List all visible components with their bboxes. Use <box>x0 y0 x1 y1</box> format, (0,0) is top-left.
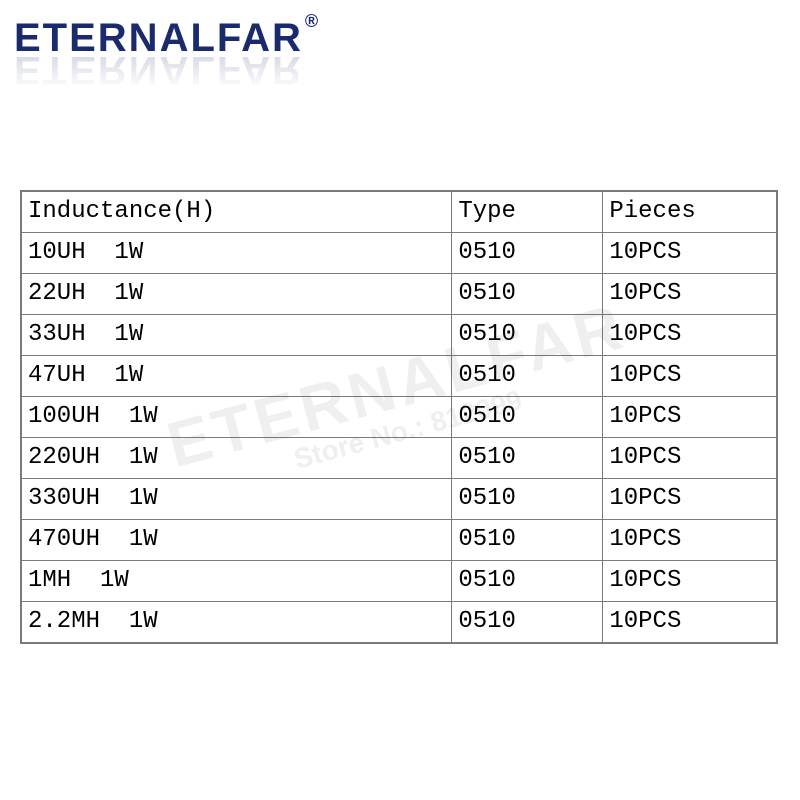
brand-logo-reflection: ETERNALFAR <box>14 50 318 90</box>
cell-pieces: 10PCS <box>603 602 777 643</box>
table-body: 10UH 1W 0510 10PCS 22UH 1W 0510 10PCS 33… <box>22 233 777 643</box>
cell-type: 0510 <box>452 233 603 274</box>
cell-type: 0510 <box>452 397 603 438</box>
cell-pieces: 10PCS <box>603 397 777 438</box>
cell-inductance: 2.2MH 1W <box>22 602 452 643</box>
cell-inductance: 47UH 1W <box>22 356 452 397</box>
cell-inductance: 33UH 1W <box>22 315 452 356</box>
cell-type: 0510 <box>452 356 603 397</box>
cell-inductance: 1MH 1W <box>22 561 452 602</box>
table-row: 22UH 1W 0510 10PCS <box>22 274 777 315</box>
table-row: 330UH 1W 0510 10PCS <box>22 479 777 520</box>
table-row: 1MH 1W 0510 10PCS <box>22 561 777 602</box>
cell-type: 0510 <box>452 274 603 315</box>
cell-inductance: 10UH 1W <box>22 233 452 274</box>
cell-pieces: 10PCS <box>603 520 777 561</box>
cell-pieces: 10PCS <box>603 438 777 479</box>
table-row: 47UH 1W 0510 10PCS <box>22 356 777 397</box>
inductance-table-wrap: Inductance(H) Type Pieces 10UH 1W 0510 1… <box>20 190 778 644</box>
cell-inductance: 470UH 1W <box>22 520 452 561</box>
inductance-table: Inductance(H) Type Pieces 10UH 1W 0510 1… <box>21 191 777 643</box>
cell-type: 0510 <box>452 602 603 643</box>
cell-type: 0510 <box>452 315 603 356</box>
cell-pieces: 10PCS <box>603 561 777 602</box>
cell-type: 0510 <box>452 438 603 479</box>
cell-pieces: 10PCS <box>603 479 777 520</box>
table-row: 220UH 1W 0510 10PCS <box>22 438 777 479</box>
col-header-type: Type <box>452 192 603 233</box>
brand-logo-reg: ® <box>305 11 320 31</box>
cell-pieces: 10PCS <box>603 315 777 356</box>
table-row: 2.2MH 1W 0510 10PCS <box>22 602 777 643</box>
table-row: 33UH 1W 0510 10PCS <box>22 315 777 356</box>
cell-type: 0510 <box>452 561 603 602</box>
cell-type: 0510 <box>452 479 603 520</box>
col-header-pieces: Pieces <box>603 192 777 233</box>
table-row: 10UH 1W 0510 10PCS <box>22 233 777 274</box>
cell-pieces: 10PCS <box>603 356 777 397</box>
table-header-row: Inductance(H) Type Pieces <box>22 192 777 233</box>
page-root: ETERNALFAR® ETERNALFAR Inductance(H) Typ… <box>0 0 800 800</box>
cell-inductance: 100UH 1W <box>22 397 452 438</box>
cell-pieces: 10PCS <box>603 274 777 315</box>
table-row: 100UH 1W 0510 10PCS <box>22 397 777 438</box>
cell-type: 0510 <box>452 520 603 561</box>
col-header-inductance: Inductance(H) <box>22 192 452 233</box>
cell-inductance: 220UH 1W <box>22 438 452 479</box>
cell-inductance: 330UH 1W <box>22 479 452 520</box>
brand-logo: ETERNALFAR® ETERNALFAR <box>14 18 318 90</box>
table-row: 470UH 1W 0510 10PCS <box>22 520 777 561</box>
cell-inductance: 22UH 1W <box>22 274 452 315</box>
cell-pieces: 10PCS <box>603 233 777 274</box>
